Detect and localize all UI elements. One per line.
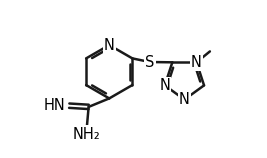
- Text: N: N: [179, 92, 190, 107]
- Text: S: S: [145, 55, 155, 70]
- Text: N: N: [104, 38, 115, 53]
- Text: NH₂: NH₂: [73, 127, 101, 142]
- Text: N: N: [191, 55, 202, 70]
- Text: N: N: [159, 78, 170, 93]
- Text: HN: HN: [44, 98, 66, 113]
